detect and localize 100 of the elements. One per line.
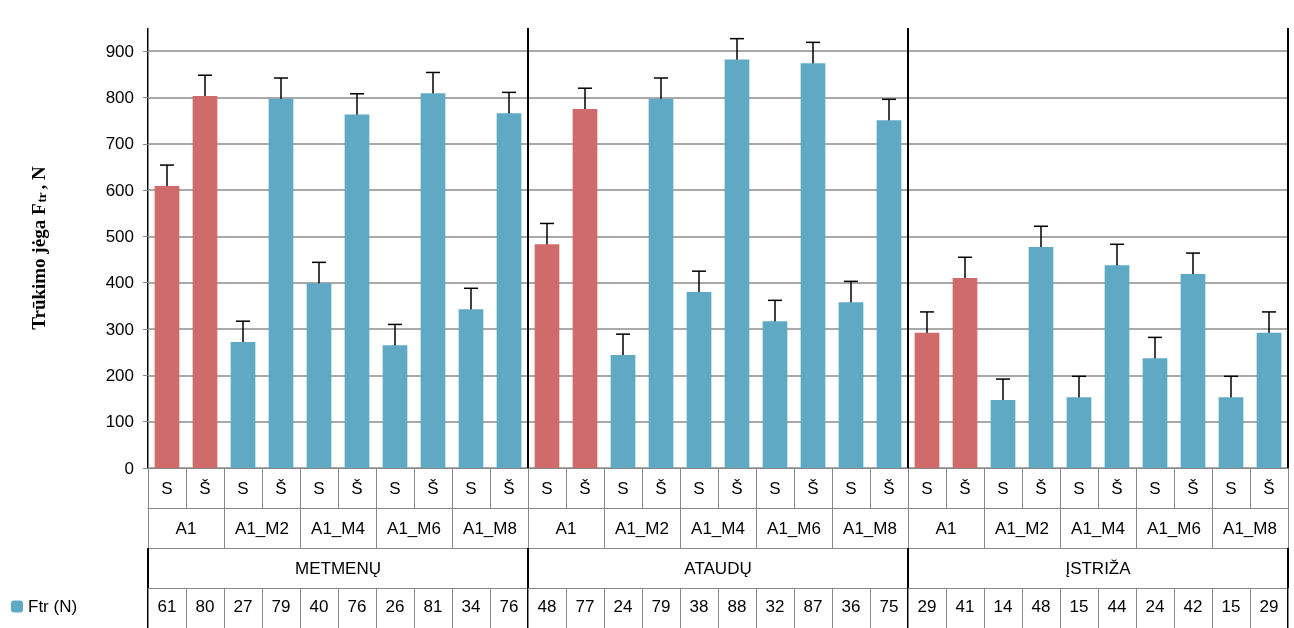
bar [648, 98, 674, 468]
bar [306, 283, 332, 468]
text: A1_M4 [1071, 519, 1125, 538]
x-tick-label: Š [427, 479, 439, 498]
bar [1028, 247, 1054, 468]
text: 80 [195, 597, 215, 616]
text: A1_M8 [1223, 519, 1277, 538]
text: A1 [935, 519, 957, 538]
bar [572, 109, 598, 468]
bar [1066, 397, 1092, 468]
x-tick-label: Š [655, 479, 667, 498]
text: 79 [271, 597, 291, 616]
x-tick-label: S [237, 479, 249, 498]
x-tick-label: Š [807, 479, 819, 498]
bar [230, 342, 256, 468]
bar [990, 399, 1016, 468]
y-axis-title: Trūkimo jėga Ftr, N [28, 165, 49, 330]
bar [800, 63, 826, 468]
text: METMENŲ [295, 559, 381, 578]
text: A1 [555, 519, 577, 538]
bar [192, 96, 218, 468]
x-tick-label: Š [199, 479, 211, 498]
text: 76 [499, 597, 519, 616]
x-tick-label: Š [959, 479, 971, 498]
y-tick-label: 700 [105, 134, 134, 154]
bar [1218, 397, 1244, 468]
y-tick-label: 900 [105, 41, 134, 61]
text: 44 [1107, 597, 1127, 616]
bar [952, 278, 978, 468]
text: 29 [917, 597, 937, 616]
x-tick-label: S [845, 479, 857, 498]
text: 27 [233, 597, 253, 616]
y-tick-label: 200 [105, 365, 134, 385]
text: A1_M2 [615, 519, 669, 538]
text: 15 [1221, 597, 1241, 616]
x-tick-label: S [921, 479, 933, 498]
text: 32 [765, 597, 785, 616]
text: 48 [1031, 597, 1051, 616]
text: 38 [689, 597, 709, 616]
text: 24 [1145, 597, 1165, 616]
x-tick-label: Š [731, 479, 743, 498]
bar [724, 59, 750, 468]
text: 36 [841, 597, 861, 616]
text: 88 [727, 597, 747, 616]
x-tick-label: Š [1187, 479, 1199, 498]
text: A1_M2 [235, 519, 289, 538]
bar [1104, 265, 1130, 468]
text: 48 [537, 597, 557, 616]
x-tick-label: S [313, 479, 325, 498]
text: A1 [175, 519, 197, 538]
text: A1_M8 [463, 519, 517, 538]
text: 87 [803, 597, 823, 616]
text: 41 [955, 597, 975, 616]
x-tick-label: Š [503, 479, 515, 498]
bar [876, 120, 902, 468]
text: 24 [613, 597, 633, 616]
x-tick-label: S [1149, 479, 1161, 498]
bar [458, 309, 484, 468]
bar [914, 332, 940, 468]
bar [154, 185, 180, 468]
text: 40 [309, 597, 329, 616]
x-tick-label: Š [351, 479, 363, 498]
y-tick-label: 300 [105, 319, 134, 339]
bar [1180, 273, 1206, 468]
x-tick-label: Š [1035, 479, 1047, 498]
x-tick-label: S [161, 479, 173, 498]
x-tick-label: S [693, 479, 705, 498]
x-tick-label: S [769, 479, 781, 498]
y-tick-label: 400 [105, 273, 134, 293]
text: 81 [423, 597, 443, 616]
text: A1_M4 [691, 519, 745, 538]
bar [496, 113, 522, 468]
x-tick-label: S [617, 479, 629, 498]
text: A1_M6 [767, 519, 821, 538]
text: ATAUDŲ [684, 559, 752, 578]
x-tick-label: S [389, 479, 401, 498]
x-tick-label: S [465, 479, 477, 498]
bar [382, 345, 408, 468]
bar [838, 302, 864, 468]
bar [686, 292, 712, 468]
text: A1_M6 [1147, 519, 1201, 538]
x-tick-label: Š [579, 479, 591, 498]
text: 76 [347, 597, 367, 616]
y-tick-label: 500 [105, 226, 134, 246]
x-tick-label: Š [275, 479, 287, 498]
x-tick-label: Š [1263, 479, 1275, 498]
bar [420, 93, 446, 468]
text: 42 [1183, 597, 1203, 616]
text: 34 [461, 597, 481, 616]
x-tick-label: Š [883, 479, 895, 498]
bar [344, 114, 370, 468]
x-tick-label: S [997, 479, 1009, 498]
text: 15 [1069, 597, 1089, 616]
text: 26 [385, 597, 405, 616]
bar [1256, 332, 1282, 468]
x-tick-label: S [1073, 479, 1085, 498]
text: A1_M2 [995, 519, 1049, 538]
x-tick-label: S [541, 479, 553, 498]
y-tick-label: 800 [105, 87, 134, 107]
text: 14 [993, 597, 1013, 616]
